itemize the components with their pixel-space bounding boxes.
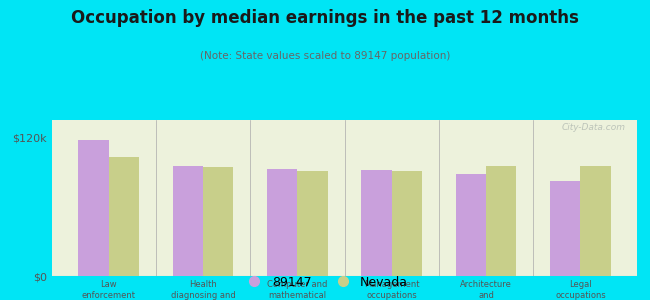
Bar — [297, 171, 328, 276]
Bar — [173, 166, 203, 276]
Bar — [580, 166, 610, 276]
Bar — [267, 169, 297, 276]
Bar — [550, 181, 580, 276]
Text: City-Data.com: City-Data.com — [562, 123, 625, 132]
Bar — [109, 157, 139, 276]
Bar — [203, 167, 233, 276]
Bar — [361, 170, 392, 276]
Bar — [486, 166, 516, 276]
Bar — [456, 174, 486, 276]
Bar — [392, 171, 422, 276]
Text: Occupation by median earnings in the past 12 months: Occupation by median earnings in the pas… — [71, 9, 579, 27]
Bar — [79, 140, 109, 276]
Text: (Note: State values scaled to 89147 population): (Note: State values scaled to 89147 popu… — [200, 51, 450, 61]
Legend: 89147, Nevada: 89147, Nevada — [237, 271, 413, 294]
